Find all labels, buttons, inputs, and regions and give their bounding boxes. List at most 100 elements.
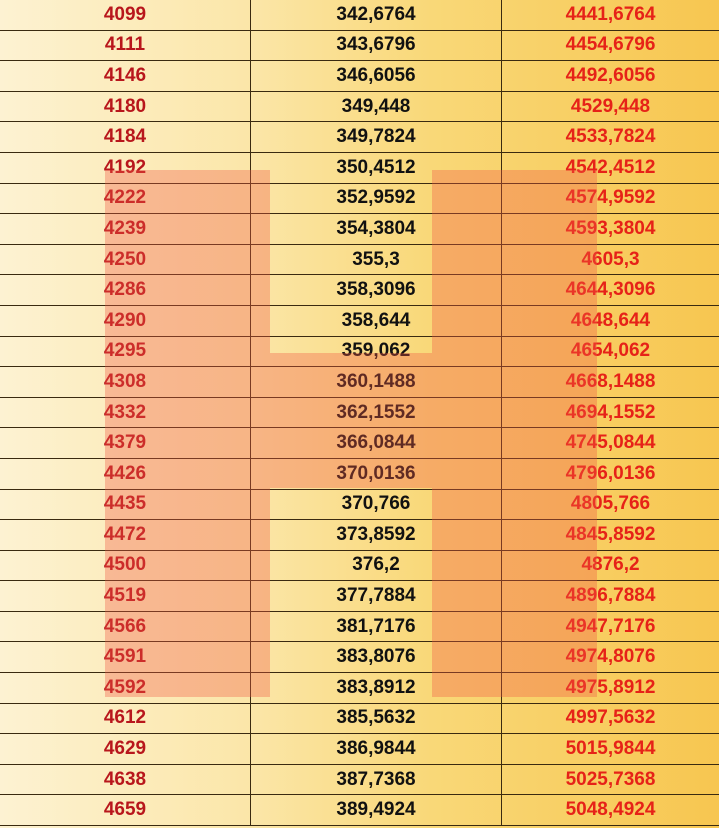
total-value-cell: 4975,8912 [501, 672, 719, 704]
added-value-cell: 376,2 [250, 549, 502, 582]
added-value-cell: 355,3 [250, 243, 502, 276]
base-value-cell: 4286 [0, 274, 251, 306]
base-value-cell: 4192 [0, 151, 251, 184]
added-value-cell: 358,3096 [250, 274, 502, 306]
total-value-cell: 5015,9844 [501, 733, 719, 765]
added-value-cell: 370,0136 [250, 457, 502, 490]
table-row: 4519 377,7884 4896,7884 [0, 580, 719, 612]
base-value-cell: 4629 [0, 733, 251, 765]
total-value-cell: 4454,6796 [501, 29, 719, 62]
base-value-cell: 4239 [0, 213, 251, 245]
added-value-cell: 349,7824 [250, 121, 502, 153]
total-value-cell: 5025,7368 [501, 763, 719, 796]
table-row: 4629 386,9844 5015,9844 [0, 733, 719, 765]
table-row: 4472 373,8592 4845,8592 [0, 519, 719, 551]
total-value-cell: 4896,7884 [501, 580, 719, 612]
table-row: 4308 360,1488 4668,1488 [0, 366, 719, 398]
table-row: 4286 358,3096 4644,3096 [0, 274, 719, 306]
table-row: 4111 343,6796 4454,6796 [0, 29, 719, 62]
added-value-cell: 354,3804 [250, 213, 502, 245]
added-value-cell: 389,4924 [250, 794, 502, 827]
table-row: 4290 358,644 4648,644 [0, 304, 719, 337]
total-value-cell: 4441,6764 [501, 0, 719, 31]
base-value-cell: 4592 [0, 672, 251, 704]
added-value-cell: 359,062 [250, 335, 502, 368]
added-value-cell: 385,5632 [250, 702, 502, 735]
total-value-cell: 4974,8076 [501, 641, 719, 674]
added-value-cell: 386,9844 [250, 733, 502, 765]
table-row: 4180 349,448 4529,448 [0, 90, 719, 123]
base-value-cell: 4519 [0, 580, 251, 612]
base-value-cell: 4308 [0, 366, 251, 398]
total-value-cell: 4533,7824 [501, 121, 719, 153]
total-value-cell: 5048,4924 [501, 794, 719, 827]
base-value-cell: 4435 [0, 488, 251, 521]
base-value-cell: 4426 [0, 457, 251, 490]
base-value-cell: 4472 [0, 519, 251, 551]
table-row: 4295 359,062 4654,062 [0, 335, 719, 368]
added-value-cell: 358,644 [250, 304, 502, 337]
table-row: 4192 350,4512 4542,4512 [0, 151, 719, 184]
added-value-cell: 342,6764 [250, 0, 502, 31]
table-row: 4184 349,7824 4533,7824 [0, 121, 719, 153]
total-value-cell: 4648,644 [501, 304, 719, 337]
table-row: 4591 383,8076 4974,8076 [0, 641, 719, 674]
added-value-cell: 360,1488 [250, 366, 502, 398]
base-value-cell: 4295 [0, 335, 251, 368]
table-row: 4222 352,9592 4574,9592 [0, 182, 719, 215]
base-value-cell: 4332 [0, 396, 251, 429]
table-row: 4659 389,4924 5048,4924 [0, 794, 719, 827]
base-value-cell: 4290 [0, 304, 251, 337]
total-value-cell: 4492,6056 [501, 60, 719, 92]
table-row: 4638 387,7368 5025,7368 [0, 763, 719, 796]
base-value-cell: 4612 [0, 702, 251, 735]
table-row: 4566 381,7176 4947,7176 [0, 610, 719, 643]
total-value-cell: 4845,8592 [501, 519, 719, 551]
total-value-cell: 4654,062 [501, 335, 719, 368]
added-value-cell: 343,6796 [250, 29, 502, 62]
total-value-cell: 4745,0844 [501, 427, 719, 459]
base-value-cell: 4250 [0, 243, 251, 276]
table-row: 4500 376,2 4876,2 [0, 549, 719, 582]
added-value-cell: 377,7884 [250, 580, 502, 612]
table-row: 4146 346,6056 4492,6056 [0, 60, 719, 92]
table-row: 4592 383,8912 4975,8912 [0, 672, 719, 704]
added-value-cell: 370,766 [250, 488, 502, 521]
total-value-cell: 4947,7176 [501, 610, 719, 643]
base-value-cell: 4638 [0, 763, 251, 796]
total-value-cell: 4997,5632 [501, 702, 719, 735]
added-value-cell: 362,1552 [250, 396, 502, 429]
table-row: 4099 342,6764 4441,6764 [0, 0, 719, 31]
table-row: 4612 385,5632 4997,5632 [0, 702, 719, 735]
base-value-cell: 4180 [0, 90, 251, 123]
added-value-cell: 381,7176 [250, 610, 502, 643]
added-value-cell: 352,9592 [250, 182, 502, 215]
added-value-cell: 349,448 [250, 90, 502, 123]
added-value-cell: 387,7368 [250, 763, 502, 796]
total-value-cell: 4593,3804 [501, 213, 719, 245]
table-row: 4239 354,3804 4593,3804 [0, 213, 719, 245]
total-value-cell: 4805,766 [501, 488, 719, 521]
added-value-cell: 366,0844 [250, 427, 502, 459]
base-value-cell: 4184 [0, 121, 251, 153]
base-value-cell: 4099 [0, 0, 251, 31]
base-value-cell: 4591 [0, 641, 251, 674]
total-value-cell: 4876,2 [501, 549, 719, 582]
added-value-cell: 373,8592 [250, 519, 502, 551]
base-value-cell: 4146 [0, 60, 251, 92]
total-value-cell: 4574,9592 [501, 182, 719, 215]
table-row: 4435 370,766 4805,766 [0, 488, 719, 521]
table-row: 4332 362,1552 4694,1552 [0, 396, 719, 429]
base-value-cell: 4566 [0, 610, 251, 643]
base-value-cell: 4222 [0, 182, 251, 215]
table-row: 4250 355,3 4605,3 [0, 243, 719, 276]
added-value-cell: 383,8076 [250, 641, 502, 674]
table-row: 4426 370,0136 4796,0136 [0, 457, 719, 490]
total-value-cell: 4529,448 [501, 90, 719, 123]
base-value-cell: 4379 [0, 427, 251, 459]
base-value-cell: 4111 [0, 29, 251, 62]
total-value-cell: 4796,0136 [501, 457, 719, 490]
added-value-cell: 383,8912 [250, 672, 502, 704]
total-value-cell: 4605,3 [501, 243, 719, 276]
